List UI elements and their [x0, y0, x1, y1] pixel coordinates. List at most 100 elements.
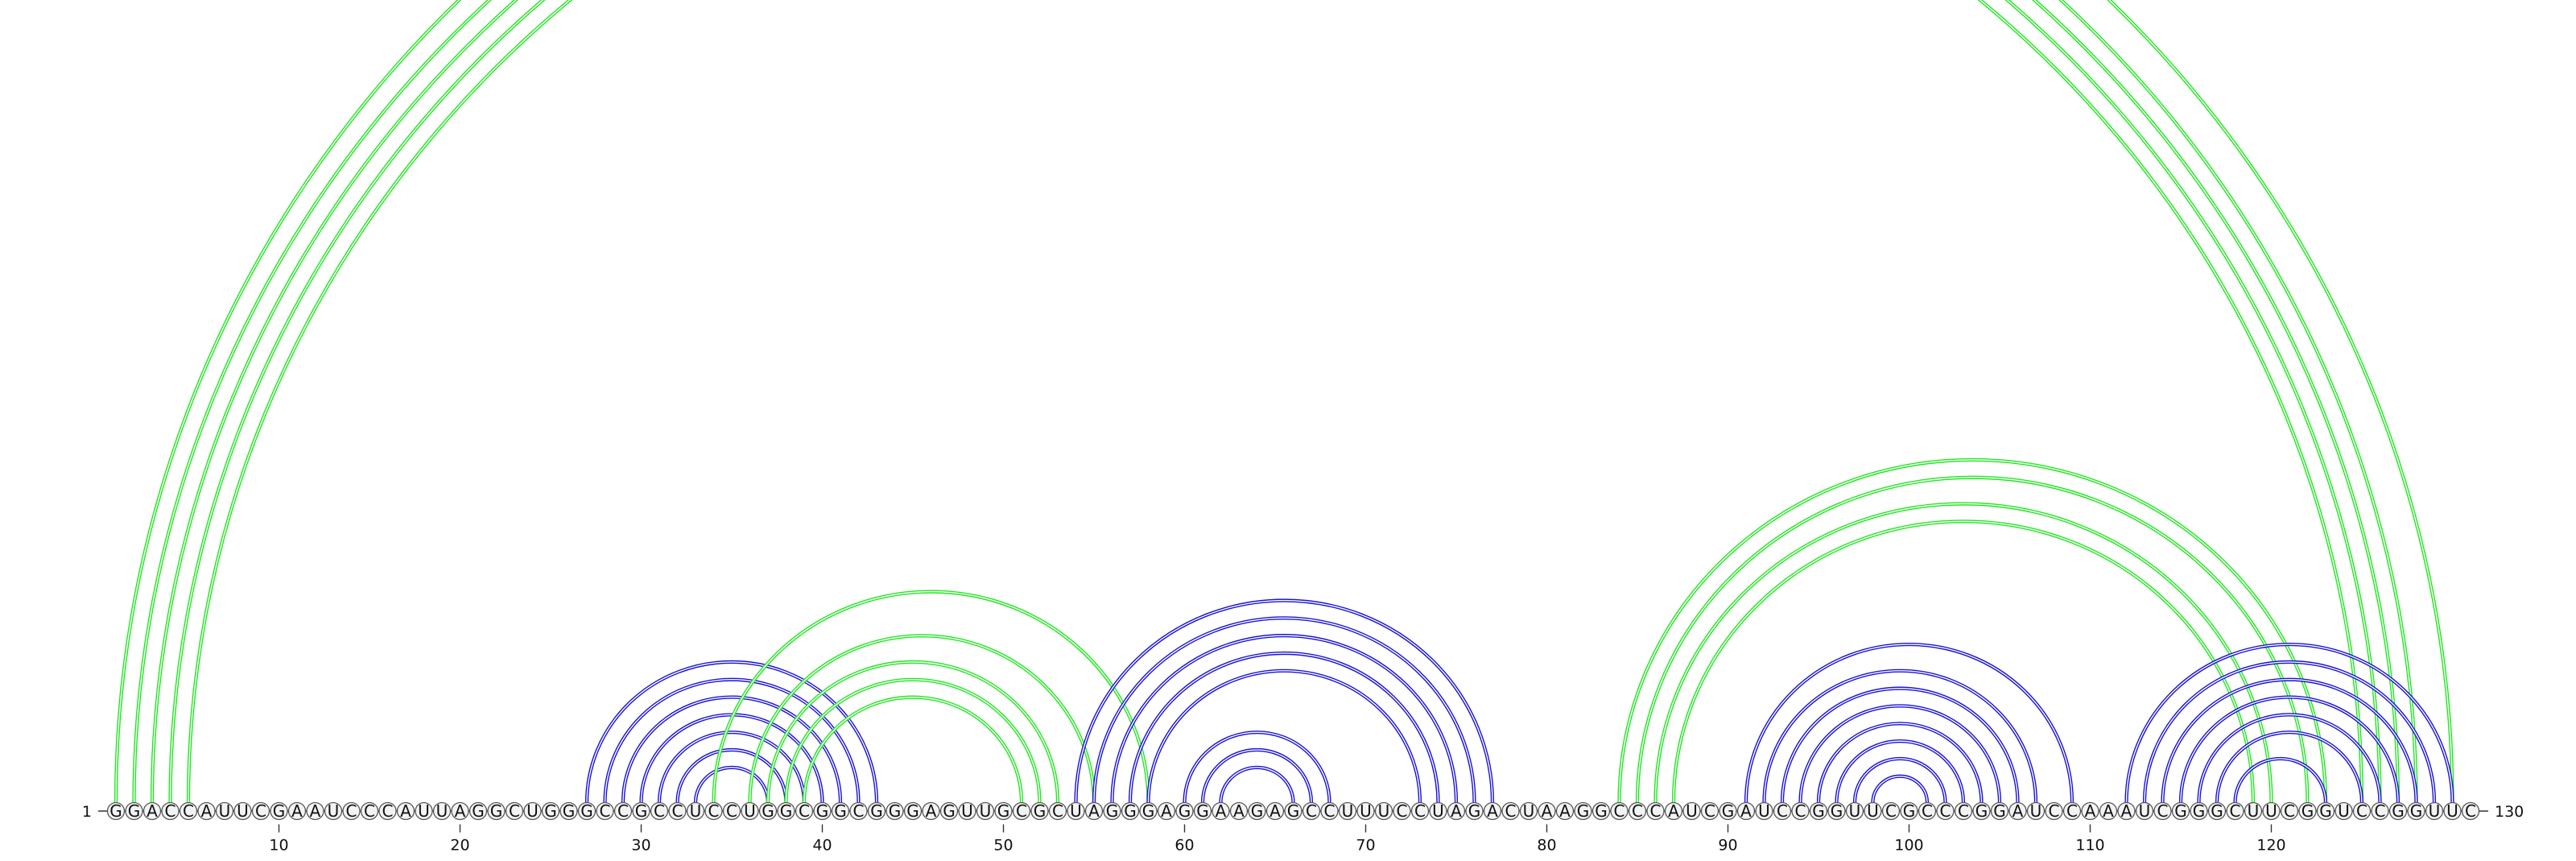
nucleotide-118: C [2230, 801, 2241, 821]
nucleotide-77-circle [1483, 801, 1502, 821]
nucleotide-111-circle [2099, 801, 2118, 821]
nucleotide-87: A [1668, 801, 1679, 821]
nucleotide-31-circle [650, 801, 669, 821]
nucleotide-5: C [183, 801, 194, 821]
tick-label-80: 80 [1537, 837, 1556, 855]
nucleotide-95: G [1812, 801, 1825, 821]
nucleotide-8: U [237, 801, 249, 821]
nucleotide-51: C [1016, 801, 1027, 821]
nucleotide-50-circle [994, 801, 1013, 821]
nucleotide-36-circle [741, 801, 759, 821]
nucleotide-24-circle [523, 801, 542, 821]
nucleotide-98-circle [1864, 801, 1882, 821]
nucleotide-71: U [1378, 801, 1390, 821]
nucleotide-53-circle [1048, 801, 1067, 821]
nucleotide-91: A [1740, 801, 1752, 821]
nucleotide-22: G [490, 801, 503, 821]
nucleotide-104: G [1975, 801, 1988, 821]
nucleotide-112-circle [2117, 801, 2136, 821]
nucleotide-45: G [906, 801, 919, 821]
nucleotide-39-circle [795, 801, 814, 821]
nucleotide-94: C [1795, 801, 1806, 821]
nucleotide-42-circle [849, 801, 868, 821]
nucleotide-100-circle [1900, 801, 1918, 821]
nucleotide-17-circle [396, 801, 415, 821]
nucleotide-70: U [1360, 801, 1372, 821]
nucleotide-29-circle [613, 801, 633, 821]
arc-group-1-pair-5 [186, 0, 2364, 803]
nucleotide-1: G [109, 801, 122, 821]
nucleotide-14: C [346, 801, 357, 821]
tick-label-30: 30 [631, 837, 650, 855]
nucleotide-98: U [1867, 801, 1879, 821]
nucleotide-92-circle [1755, 801, 1773, 821]
nucleotide-69-circle [1338, 801, 1357, 821]
nucleotide-129: U [2429, 801, 2441, 821]
nucleotide-123: G [2319, 801, 2332, 821]
nucleotide-57: G [1124, 801, 1137, 821]
nucleotide-36: U [744, 801, 756, 821]
nucleotide-62-circle [1212, 801, 1230, 821]
nucleotide-40: G [816, 801, 829, 821]
nucleotide-85: C [1632, 801, 1643, 821]
nucleotide-6-circle [197, 801, 216, 821]
arc-group-7-pair-5-gap [2198, 714, 2381, 803]
tick-label-100: 100 [1894, 837, 1923, 855]
nucleotide-102-circle [1936, 801, 1955, 821]
nucleotide-74: U [1432, 801, 1444, 821]
nucleotide-116: G [2193, 801, 2206, 821]
nucleotide-11-circle [287, 801, 307, 821]
nucleotide-75-circle [1447, 801, 1466, 821]
nucleotide-44-circle [886, 801, 904, 821]
nucleotide-87-circle [1664, 801, 1683, 821]
nucleotide-120-circle [2262, 801, 2281, 821]
nucleotide-18: U [418, 801, 430, 821]
nucleotide-92: U [1758, 801, 1770, 821]
nucleotide-7: U [219, 801, 231, 821]
nucleotide-49: U [980, 801, 992, 821]
nucleotide-24: U [526, 801, 539, 821]
tick-label-60: 60 [1174, 837, 1194, 855]
nucleotide-103-circle [1954, 801, 1973, 821]
arc-group-7-pair-3-gap [2161, 679, 2417, 803]
nucleotide-35-circle [722, 801, 741, 821]
nucleotide-105-circle [1990, 801, 2009, 821]
nucleotide-113-circle [2135, 801, 2154, 821]
nucleotide-111: A [2103, 801, 2114, 821]
nucleotide-117-circle [2207, 801, 2227, 821]
nucleotide-23-circle [505, 801, 524, 821]
nucleotide-14-circle [342, 801, 361, 821]
nucleotide-8-circle [233, 801, 252, 821]
arc-group-6-pair-7-gap [1854, 758, 1946, 803]
nucleotide-52: G [1034, 801, 1046, 821]
nucleotide-114-circle [2153, 801, 2172, 821]
arc-group-4-pair-7 [1200, 748, 1314, 803]
nucleotide-122: G [2301, 801, 2314, 821]
nucleotide-90-circle [1719, 801, 1737, 821]
arc-group-6-pair-3-gap [1781, 687, 2019, 803]
nucleotide-4-circle [161, 801, 180, 821]
arc-group-3-pair-5 [802, 695, 1024, 803]
nucleotide-54: U [1070, 801, 1082, 821]
nucleotide-26: G [563, 801, 576, 821]
end-position-label: 130 [2495, 803, 2524, 821]
nucleotide-2: G [128, 801, 141, 821]
nucleotide-40-circle [813, 801, 832, 821]
nucleotide-60: G [1179, 801, 1191, 821]
nucleotide-84: C [1614, 801, 1625, 821]
arc-group-7-pair-2-gap [2144, 661, 2435, 803]
arc-group-7-pair-6 [2215, 731, 2364, 803]
arc-group-6-pair-5 [1816, 722, 1984, 803]
arc-group-6-pair-6-gap [1835, 740, 1964, 803]
nucleotide-93-circle [1773, 801, 1792, 821]
nucleotide-128-circle [2407, 801, 2425, 821]
nucleotide-37: G [762, 801, 774, 821]
nucleotide-72: C [1397, 801, 1408, 821]
nucleotide-34: C [708, 801, 720, 821]
nucleotide-6: A [201, 801, 213, 821]
arc-group-4-pair-2-gap [1093, 617, 1476, 803]
tick-label-10: 10 [269, 837, 288, 855]
nucleotide-116-circle [2190, 801, 2208, 821]
nucleotide-38-circle [777, 801, 795, 821]
nucleotide-126: C [2375, 801, 2386, 821]
